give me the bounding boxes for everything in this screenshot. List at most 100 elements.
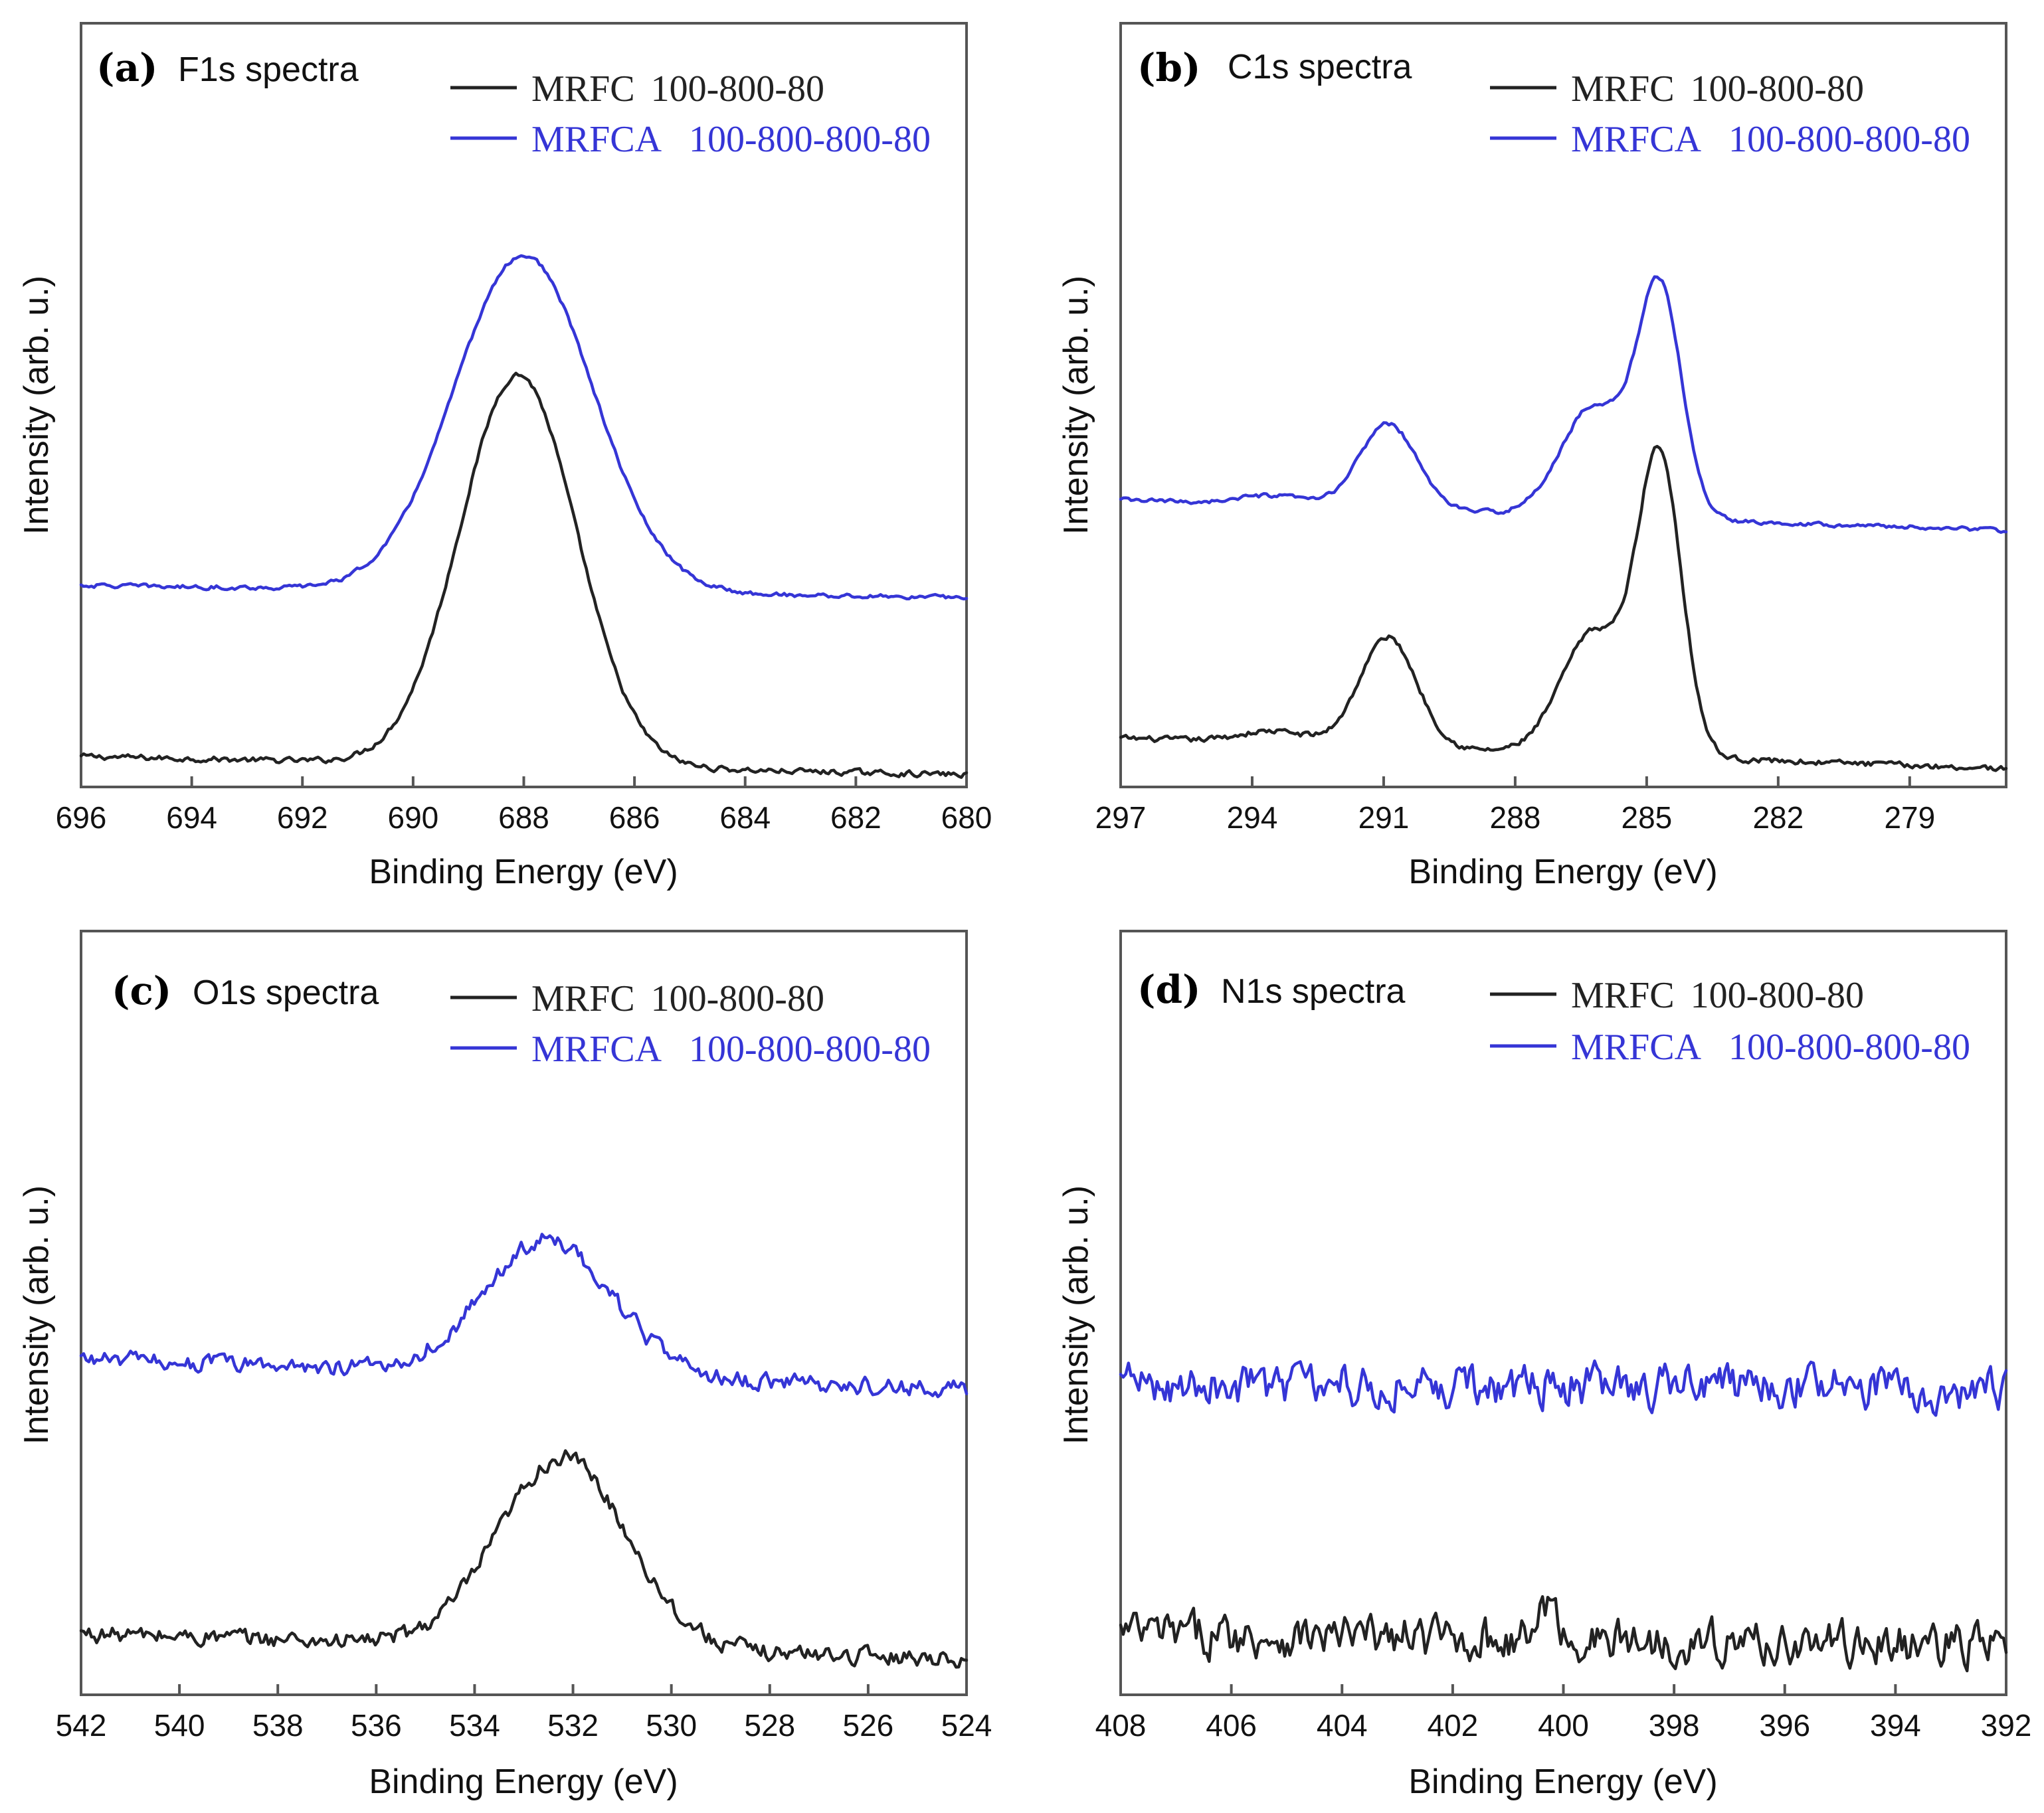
x-axis-label: Binding Energy (eV) [369,853,678,891]
series-group [79,1233,969,1669]
x-tick-label: 536 [351,1708,402,1743]
x-axis-label: Binding Energy (eV) [1408,853,1717,891]
y-axis-label: Intensity (arb. u.) [17,276,56,535]
legend-suffix: 100-800-800-80 [1728,1027,1970,1068]
legend-name: MRFCA [531,119,662,160]
x-tick-label: 392 [1981,1708,2032,1743]
x-tick-label: 406 [1206,1708,1257,1743]
x-ticks: 542 540 538 536 534 532 530 528 526 524 [56,1684,992,1743]
series-group [79,254,969,779]
legend-suffix: 100-800-800-80 [1728,119,1970,160]
x-tick-label: 400 [1538,1708,1589,1743]
x-tick-label: 402 [1428,1708,1479,1743]
x-tick-label: 694 [166,800,217,835]
chart-title: N1s spectra [1221,972,1406,1011]
chart-title: O1s spectra [193,974,379,1012]
legend-suffix: 100-800-80 [1691,68,1864,110]
panel-label: (a) [96,45,157,90]
x-tick-label: 686 [609,800,660,835]
series-line-mrfca [1119,1359,2008,1417]
panel-label: (d) [1137,967,1200,1012]
x-ticks: 297 294 291 288 285 282 279 [1095,776,1935,835]
legend-name: MRFCA [1571,119,1702,160]
chart-title: F1s spectra [178,50,359,89]
legend-entry-mrfc: MRFC 100-800-80 [1571,975,1864,1016]
x-tick-label: 682 [830,800,882,835]
legend: MRFC 100-800-80 MRFCA 100-800-800-80 [450,68,931,160]
legend-entry-mrfc: MRFC 100-800-80 [531,68,824,110]
legend: MRFC 100-800-80 MRFCA 100-800-800-80 [1490,68,1970,160]
x-axis-label: Binding Energy (eV) [1408,1763,1717,1801]
x-tick-label: 526 [843,1708,894,1743]
legend-name: MRFC [531,978,635,1019]
legend-suffix: 100-800-800-80 [689,119,931,160]
series-line-mrfc [1119,1595,2008,1673]
legend-name: MRFC [1571,68,1675,110]
legend-name: MRFC [1571,975,1675,1016]
x-tick-label: 534 [449,1708,500,1743]
y-axis-label: Intensity (arb. u.) [1057,1185,1095,1444]
panel-c-o1s: (c) O1s spectra MRFC 100-800-80 MRFCA 10… [17,930,992,1801]
panel-label: (c) [112,968,171,1013]
legend-name: MRFCA [531,1029,662,1070]
x-tick-label: 294 [1227,800,1278,835]
x-axis-label: Binding Energy (eV) [369,1763,678,1801]
x-tick-label: 297 [1095,800,1147,835]
legend-entry-mrfc: MRFC 100-800-80 [531,978,824,1019]
series-line-mrfca [79,1233,969,1399]
series-line-mrfca [1119,275,2008,534]
panel-b-c1s: (b) C1s spectra MRFC 100-800-80 MRFCA 10… [1057,22,2008,891]
series-line-mrfc [1119,444,2008,772]
legend-entry-mrfca: MRFCA 100-800-800-80 [1571,119,1970,160]
legend-suffix: 100-800-80 [651,978,824,1019]
x-tick-label: 291 [1358,800,1410,835]
panel-label: (b) [1137,45,1200,90]
x-tick-label: 696 [56,800,107,835]
x-tick-label: 285 [1622,800,1673,835]
x-tick-label: 396 [1759,1708,1810,1743]
plot-frame [1119,22,2007,788]
x-tick-label: 680 [941,800,992,835]
x-tick-label: 684 [719,800,771,835]
legend-suffix: 100-800-80 [651,68,824,110]
legend-suffix: 100-800-800-80 [689,1029,931,1070]
chart-title: C1s spectra [1228,48,1412,86]
x-tick-label: 690 [388,800,439,835]
x-tick-label: 540 [154,1708,205,1743]
panel-d-n1s: (d) N1s spectra MRFC 100-800-80 MRFCA 10… [1057,930,2032,1801]
x-tick-label: 524 [941,1708,992,1743]
x-tick-label: 404 [1317,1708,1368,1743]
x-tick-label: 542 [56,1708,107,1743]
series-line-mrfca [79,254,969,601]
legend: MRFC 100-800-80 MRFCA 100-800-800-80 [450,978,931,1070]
x-tick-label: 532 [547,1708,599,1743]
x-tick-label: 394 [1870,1708,1921,1743]
x-ticks: 696 694 692 690 688 686 684 682 680 [56,776,992,835]
legend-entry-mrfca: MRFCA 100-800-800-80 [1571,1027,1970,1068]
x-tick-label: 279 [1884,800,1935,835]
y-axis-label: Intensity (arb. u.) [1057,276,1095,535]
series-line-mrfc [79,1449,969,1669]
legend: MRFC 100-800-80 MRFCA 100-800-800-80 [1490,975,1970,1068]
series-group [1119,275,2008,772]
legend-entry-mrfc: MRFC 100-800-80 [1571,68,1864,110]
legend-entry-mrfca: MRFCA 100-800-800-80 [531,119,931,160]
x-tick-label: 282 [1752,800,1804,835]
plot-frame [80,930,968,1696]
x-tick-label: 692 [277,800,328,835]
series-line-mrfc [79,371,969,779]
legend-entry-mrfca: MRFCA 100-800-800-80 [531,1029,931,1070]
x-tick-label: 530 [646,1708,697,1743]
legend-name: MRFCA [1571,1027,1702,1068]
x-tick-label: 408 [1095,1708,1147,1743]
x-tick-label: 528 [744,1708,795,1743]
x-tick-label: 398 [1649,1708,1700,1743]
legend-name: MRFC [531,68,635,110]
x-tick-label: 538 [252,1708,304,1743]
y-axis-label: Intensity (arb. u.) [17,1185,56,1444]
panel-a-f1s: (a) F1s spectra MRFC 100-800-80 MRFCA 10… [17,22,992,891]
x-tick-label: 288 [1490,800,1541,835]
x-ticks: 408 406 404 402 400 398 396 394 392 [1095,1684,2032,1743]
legend-suffix: 100-800-80 [1691,975,1864,1016]
